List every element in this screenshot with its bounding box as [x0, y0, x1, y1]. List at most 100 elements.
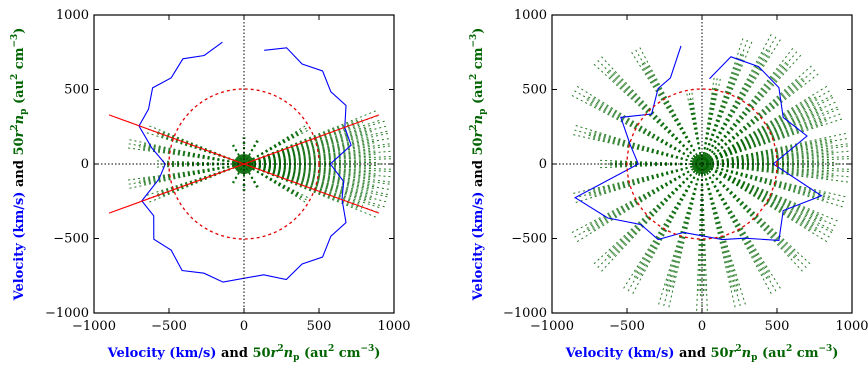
- left-x-axis-label: Velocity (km/s) and 50r2np (au2 cm−3): [107, 344, 381, 363]
- left-xtick-label: 500: [307, 319, 332, 334]
- left-y-ticks: 1000 500 0 −500 −1000: [45, 8, 394, 321]
- right-density-ray: [592, 97, 703, 165]
- right-density-ray: [701, 163, 796, 259]
- right-density-ray: [701, 50, 771, 165]
- right-density-ray: [701, 85, 716, 165]
- right-x-axis-label: Velocity (km/s) and 50r2np (au2 cm−3): [565, 344, 839, 363]
- right-density-ray: [641, 65, 703, 165]
- left-density-ray: [243, 142, 376, 165]
- right-density-ray: [701, 86, 718, 165]
- right-density-ray: [701, 163, 822, 222]
- right-density-ray: [646, 63, 703, 165]
- left-xtick-label: −1000: [72, 319, 116, 334]
- right-density-ray: [701, 153, 835, 165]
- right-density-ray: [586, 134, 703, 165]
- right-density-ray: [586, 163, 703, 194]
- right-density-ray: [701, 106, 822, 165]
- left-density-ray: [243, 139, 375, 165]
- left-density-ray: [243, 163, 377, 167]
- right-density-ray: [668, 163, 703, 309]
- right-density-ray: [586, 131, 703, 165]
- right-density-ray: [592, 163, 703, 231]
- left-velocity-curve: [138, 41, 352, 283]
- right-density-ray: [701, 163, 830, 179]
- left-density-ray: [143, 143, 245, 165]
- left-density-ray: [243, 130, 390, 165]
- left-density-ray: [243, 163, 375, 189]
- left-density-ray: [125, 163, 245, 181]
- right-density-ray: [585, 99, 703, 165]
- right-density-ray: [701, 142, 834, 165]
- left-density-ray: [243, 163, 376, 218]
- right-density-ray: [701, 48, 768, 165]
- right-density-ray: [701, 119, 828, 165]
- left-density-ray: [231, 144, 245, 165]
- right-xtick-label: 0: [698, 319, 706, 334]
- left-density-ray: [243, 110, 376, 165]
- right-density-ray: [701, 99, 819, 165]
- right-density-ray: [701, 96, 817, 165]
- right-density-ray: [701, 163, 817, 232]
- left-ytick-label: 500: [64, 83, 89, 98]
- right-density-ray: [701, 80, 806, 165]
- right-density-ray: [701, 163, 798, 257]
- left-density-ray: [125, 142, 245, 165]
- right-density-rays: [569, 32, 852, 313]
- left-density-ray: [243, 163, 380, 208]
- right-density-ray: [701, 163, 848, 198]
- left-density-ray: [243, 163, 373, 198]
- right-density-ray: [701, 163, 812, 231]
- right-density-ray: [591, 131, 703, 165]
- right-density-ray: [586, 163, 703, 197]
- right-density-ray: [630, 50, 703, 165]
- right-density-ray: [608, 69, 703, 165]
- left-density-ray: [243, 163, 376, 186]
- left-density-ray: [164, 163, 245, 166]
- left-reference-circle: [168, 88, 320, 240]
- right-density-ray: [606, 163, 703, 257]
- right-xtick-label: −1000: [530, 319, 574, 334]
- left-xtick-label: −500: [151, 319, 187, 334]
- right-density-ray: [701, 139, 833, 165]
- left-density-ray: [143, 163, 245, 185]
- left-density-ray: [125, 147, 245, 165]
- right-density-ray: [671, 163, 703, 288]
- right-density-ray: [701, 161, 835, 165]
- right-density-ray: [685, 91, 703, 165]
- right-density-ray: [589, 163, 703, 192]
- right-density-ray: [587, 96, 703, 165]
- right-density-ray: [668, 163, 703, 292]
- left-x-ticks: −1000 −500 0 500 1000: [72, 15, 411, 334]
- right-xtick-label: −500: [609, 319, 645, 334]
- left-xtick-label: 0: [240, 319, 248, 334]
- right-density-ray: [701, 37, 782, 165]
- right-y-axis-label: Velocity (km/s) and 50r2np (au2 cm−3): [469, 28, 488, 302]
- left-panel: −1000 −500 0 500 1000 1000 500 0 −500 −1000 Velo…: [10, 8, 411, 363]
- left-density-ray: [233, 163, 245, 184]
- right-density-ray: [701, 163, 835, 175]
- right-density-ray: [701, 163, 733, 288]
- left-velocity-path: [138, 41, 352, 283]
- right-density-ray: [701, 39, 754, 165]
- right-ytick-label: −1000: [503, 306, 547, 321]
- right-x-ticks: −1000 −500 0 500 1000: [530, 15, 868, 334]
- left-ytick-label: 0: [81, 157, 89, 172]
- left-density-ray: [243, 163, 377, 175]
- right-density-ray: [701, 163, 768, 280]
- right-ytick-label: 500: [522, 83, 547, 98]
- left-density-ray: [243, 161, 377, 165]
- right-ytick-label: 0: [539, 157, 547, 172]
- right-density-ray: [701, 77, 803, 165]
- right-density-ray: [691, 90, 703, 165]
- right-density-ray: [701, 109, 824, 165]
- left-xtick-label: 1000: [377, 319, 410, 334]
- right-density-ray: [634, 47, 703, 165]
- right-density-core: [692, 154, 712, 174]
- right-density-ray: [701, 150, 835, 165]
- left-density-ray: [243, 153, 377, 165]
- right-density-ray: [591, 163, 703, 197]
- left-ytick-label: −500: [53, 232, 89, 247]
- right-density-ray: [701, 163, 819, 229]
- right-density-ray: [701, 63, 789, 165]
